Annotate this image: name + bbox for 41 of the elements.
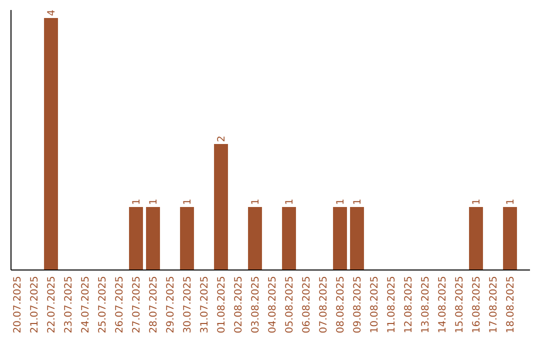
x-tick-label: 03.08.2025 <box>250 276 262 334</box>
x-tick-label: 31.07.2025 <box>200 276 210 334</box>
x-tick-label: 01.08.2025 <box>216 276 228 334</box>
x-tick-label: 30.07.2025 <box>182 276 194 334</box>
x-tick-label: 02.08.2025 <box>234 276 244 334</box>
x-tick-label: 15.08.2025 <box>454 276 466 334</box>
x-tick-label: 16.08.2025 <box>472 276 482 334</box>
data-label: 1 <box>472 198 482 205</box>
x-tick-label: 22.07.2025 <box>46 276 58 334</box>
data-label: 1 <box>132 198 142 205</box>
data-label: 1 <box>336 198 346 205</box>
x-tick-label: 04.08.2025 <box>268 276 278 334</box>
x-tick-label: 10.08.2025 <box>370 276 380 334</box>
x-tick-label: 21.07.2025 <box>30 276 40 334</box>
x-tick-label: 23.07.2025 <box>64 276 74 334</box>
x-tick-label: 28.07.2025 <box>148 276 160 334</box>
x-tick-label: 14.08.2025 <box>438 276 448 334</box>
data-label: 1 <box>182 198 194 205</box>
x-tick-label: 24.07.2025 <box>80 276 92 334</box>
x-tick-label: 07.08.2025 <box>318 276 330 334</box>
x-tick-label: 13.08.2025 <box>420 276 432 334</box>
x-tick-label: 17.08.2025 <box>488 276 500 334</box>
data-label: 1 <box>506 198 516 205</box>
x-tick-label: 18.08.2025 <box>506 276 516 334</box>
data-label: 1 <box>284 198 296 205</box>
x-tick-label: 26.07.2025 <box>114 276 126 334</box>
x-tick-label: 05.08.2025 <box>284 276 296 334</box>
data-label: 1 <box>352 198 364 205</box>
data-label: 1 <box>148 198 160 205</box>
x-tick-label: 09.08.2025 <box>352 276 364 334</box>
x-tick-label: 08.08.2025 <box>336 276 346 334</box>
x-tick-label: 06.08.2025 <box>302 276 312 334</box>
x-tick-label: 29.07.2025 <box>166 276 176 334</box>
x-tick-label: 27.07.2025 <box>132 276 142 334</box>
data-label: 1 <box>250 198 262 205</box>
x-tick-label: 25.07.2025 <box>98 276 108 334</box>
data-label: 4 <box>46 10 58 16</box>
x-tick-label: 11.08.2025 <box>386 276 398 334</box>
x-tick-label: 12.08.2025 <box>404 276 414 334</box>
data-label: 2 <box>216 136 228 142</box>
x-tick-label: 20.07.2025 <box>12 276 24 334</box>
